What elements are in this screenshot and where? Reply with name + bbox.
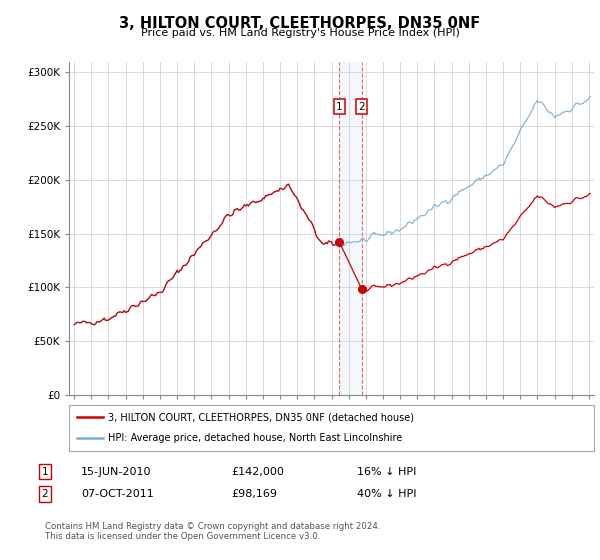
- Text: £142,000: £142,000: [231, 466, 284, 477]
- Text: 16% ↓ HPI: 16% ↓ HPI: [357, 466, 416, 477]
- Text: 1: 1: [41, 466, 49, 477]
- Text: 40% ↓ HPI: 40% ↓ HPI: [357, 489, 416, 499]
- Text: 15-JUN-2010: 15-JUN-2010: [81, 466, 151, 477]
- Text: Price paid vs. HM Land Registry's House Price Index (HPI): Price paid vs. HM Land Registry's House …: [140, 28, 460, 38]
- Text: Contains HM Land Registry data © Crown copyright and database right 2024.
This d: Contains HM Land Registry data © Crown c…: [45, 522, 380, 542]
- Text: 3, HILTON COURT, CLEETHORPES, DN35 0NF (detached house): 3, HILTON COURT, CLEETHORPES, DN35 0NF (…: [109, 412, 415, 422]
- Text: 2: 2: [41, 489, 49, 499]
- Text: 07-OCT-2011: 07-OCT-2011: [81, 489, 154, 499]
- Text: 3, HILTON COURT, CLEETHORPES, DN35 0NF: 3, HILTON COURT, CLEETHORPES, DN35 0NF: [119, 16, 481, 31]
- Text: 1: 1: [336, 101, 343, 111]
- Text: 2: 2: [359, 101, 365, 111]
- Bar: [340, 62, 362, 395]
- Text: HPI: Average price, detached house, North East Lincolnshire: HPI: Average price, detached house, Nort…: [109, 433, 403, 444]
- Text: £98,169: £98,169: [231, 489, 277, 499]
